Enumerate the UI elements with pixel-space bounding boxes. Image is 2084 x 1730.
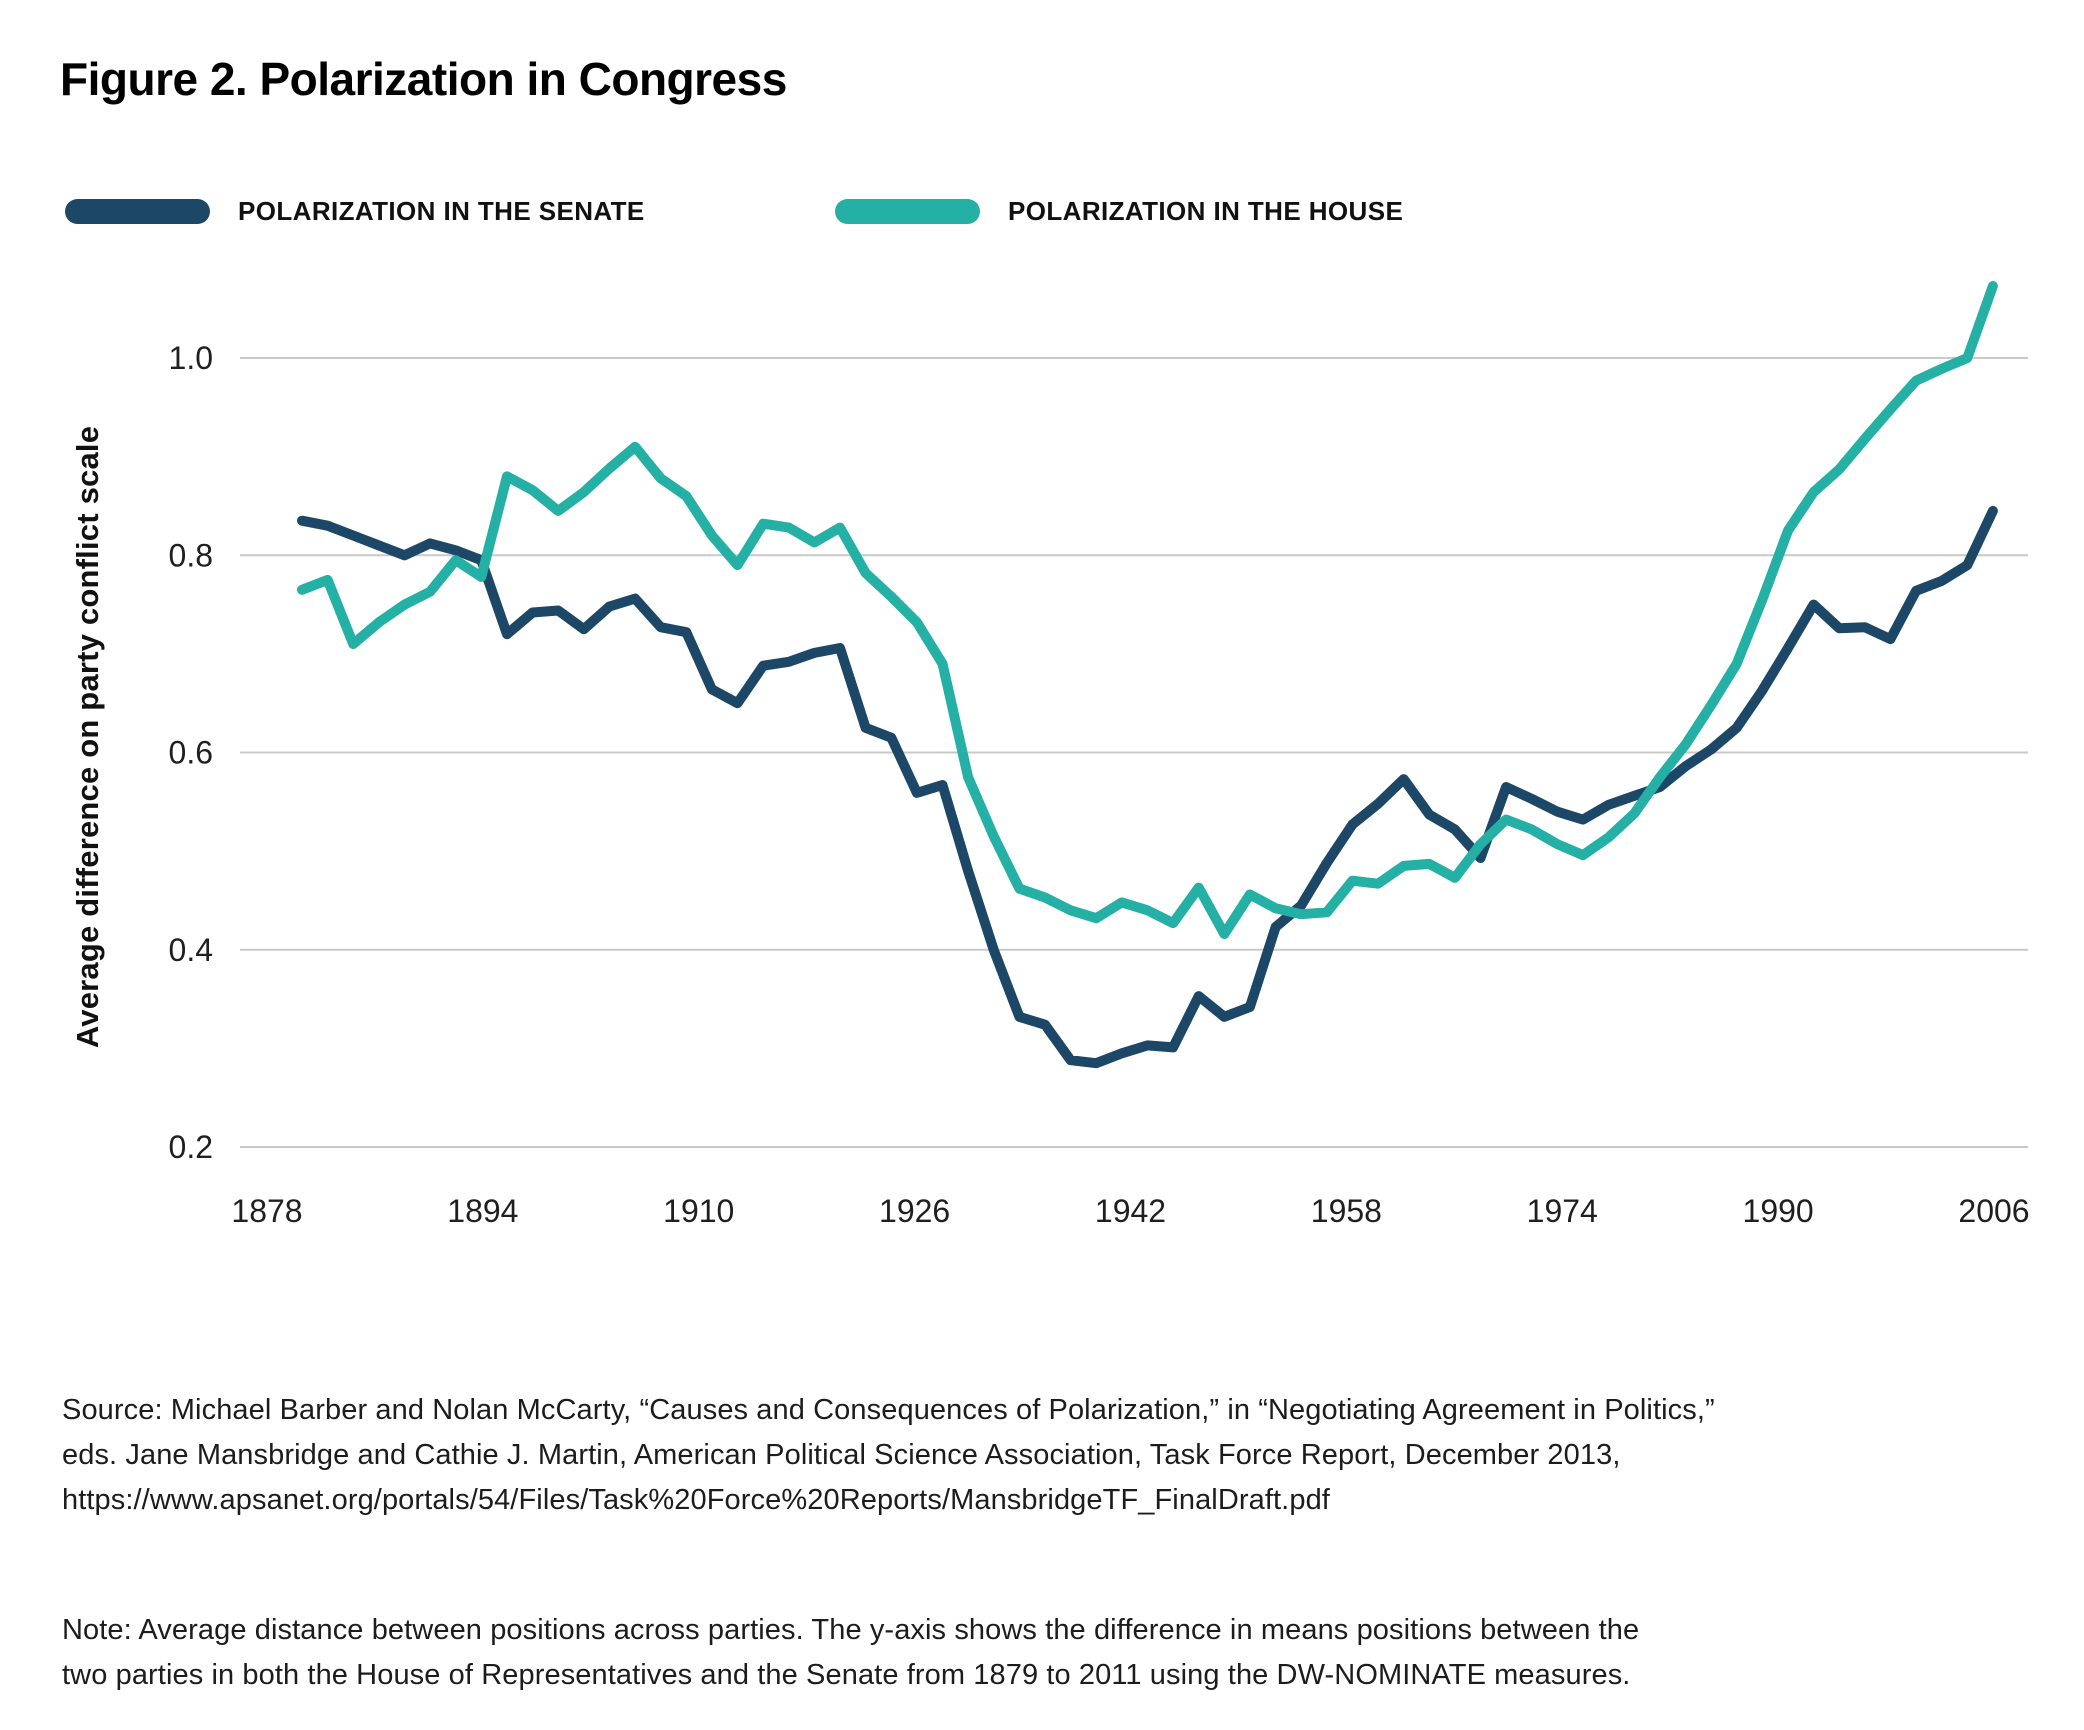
legend-item-senate: POLARIZATION IN THE SENATE: [65, 196, 645, 227]
x-tick-label: 1942: [1095, 1193, 1166, 1229]
source-line: eds. Jane Mansbridge and Cathie J. Marti…: [62, 1439, 1621, 1471]
note-line: Note: Average distance between positions…: [62, 1614, 1640, 1646]
x-tick-label: 1878: [231, 1193, 302, 1229]
senate-line: [297, 505, 1998, 1069]
source-text: Source: Michael Barber and Nolan McCarty…: [62, 1388, 1715, 1523]
x-tick-label: 1894: [447, 1193, 518, 1229]
x-tick-label: 1910: [663, 1193, 734, 1229]
source-line: Source: Michael Barber and Nolan McCarty…: [62, 1394, 1715, 1426]
x-tick-label: 1990: [1743, 1193, 1814, 1229]
x-tick-label: 1926: [879, 1193, 950, 1229]
x-tick-label: 2006: [1958, 1193, 2029, 1229]
figure-title: Figure 2. Polarization in Congress: [60, 53, 787, 105]
note-text: Note: Average distance between positions…: [62, 1608, 1639, 1698]
legend-label-senate: POLARIZATION IN THE SENATE: [238, 196, 645, 226]
legend-item-house: POLARIZATION IN THE HOUSE: [835, 196, 1403, 227]
y-tick-label: 0.4: [169, 932, 213, 968]
polarization-line-chart: 1.0 0.8 0.6 0.4 0.2 1878 1894 1910 1926 1942 1958 1…: [169, 281, 2030, 1229]
senate-line-swatch: [65, 199, 210, 224]
source-line: https://www.apsanet.org/portals/54/Files…: [62, 1484, 1330, 1516]
y-tick-label: 0.2: [169, 1129, 213, 1165]
y-tick-label: 0.8: [169, 537, 213, 573]
x-tick-label: 1958: [1311, 1193, 1382, 1229]
x-tick-label: 1974: [1527, 1193, 1598, 1229]
y-tick-label: 1.0: [169, 340, 213, 376]
y-tick-label: 0.6: [169, 735, 213, 771]
house-line: [297, 281, 1998, 939]
house-line-swatch: [835, 199, 980, 224]
legend-label-house: POLARIZATION IN THE HOUSE: [1008, 196, 1404, 226]
note-line: two parties in both the House of Represe…: [62, 1659, 1631, 1691]
